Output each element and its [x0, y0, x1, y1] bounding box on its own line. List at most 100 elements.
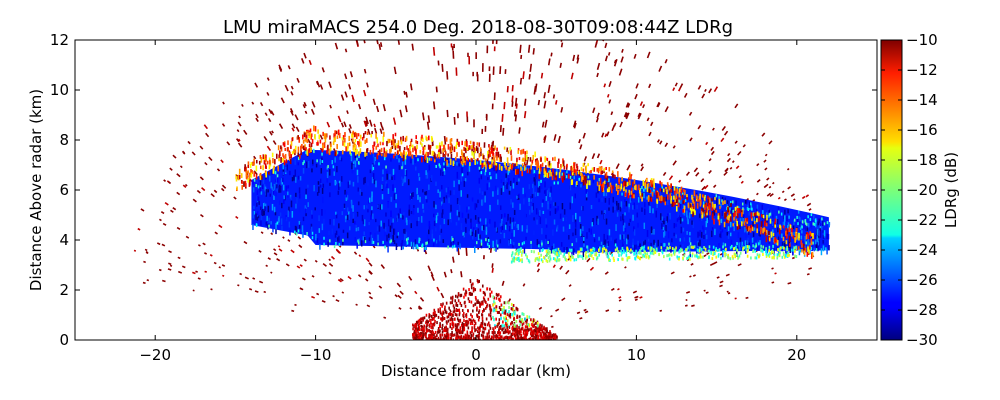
cloud-texture	[620, 201, 623, 209]
clutter-speckle	[470, 292, 472, 296]
fringe-speckle	[692, 205, 695, 209]
fringe-speckle	[304, 138, 307, 142]
cloud-texture	[556, 247, 558, 252]
fringe-speckle	[329, 145, 332, 152]
cloud-texture	[275, 177, 278, 182]
noise-dash	[729, 166, 733, 170]
clutter-speckle	[508, 310, 510, 314]
fringe-speckle	[695, 195, 698, 199]
fringe-speckle	[507, 162, 509, 166]
noise-dash	[366, 304, 371, 308]
noise-dash	[330, 255, 335, 260]
fringe-speckle	[250, 172, 253, 178]
cloud-texture	[436, 240, 438, 244]
fringe-speckle	[736, 225, 739, 230]
fringe-speckle	[404, 154, 407, 160]
base-speckle	[540, 253, 542, 257]
cloud-texture	[799, 221, 801, 227]
base-speckle	[549, 250, 552, 254]
cloud-texture	[545, 224, 548, 228]
noise-dash	[568, 284, 572, 288]
cloud-texture	[516, 181, 518, 186]
fringe-speckle	[478, 153, 481, 158]
clutter-speckle	[539, 333, 541, 337]
clutter-speckle	[504, 330, 507, 334]
noise-dash	[672, 145, 676, 149]
clutter-speckle	[466, 332, 469, 336]
fringe-speckle	[649, 196, 652, 201]
clutter-speckle	[460, 304, 463, 308]
clutter-speckle	[548, 336, 550, 340]
base-speckle	[557, 258, 559, 262]
cloud-texture	[368, 237, 371, 242]
fringe-speckle	[363, 133, 365, 139]
clutter-speckle	[522, 329, 525, 333]
cloud-edge-speckle	[815, 248, 818, 252]
cloud-texture	[422, 189, 424, 193]
noise-dash	[181, 150, 186, 154]
cloud-texture	[375, 218, 377, 223]
clutter-speckle	[461, 337, 464, 340]
cloud-edge-speckle	[593, 247, 596, 251]
noise-dash	[233, 196, 237, 200]
cloud-texture	[401, 161, 404, 168]
cloud-texture	[500, 225, 502, 233]
fringe-speckle	[258, 160, 261, 165]
noise-dash	[547, 58, 551, 66]
cloud-edge-speckle	[538, 244, 540, 248]
clutter-speckle	[431, 324, 433, 328]
cloud-edge-speckle	[729, 207, 731, 211]
fringe-speckle	[734, 211, 737, 217]
cloud-texture	[311, 168, 313, 173]
cloud-texture	[748, 211, 750, 216]
fringe-speckle	[547, 161, 550, 167]
noise-dash	[491, 267, 494, 273]
cloud-texture	[291, 211, 294, 218]
noise-dash	[635, 83, 639, 89]
noise-dash	[340, 94, 345, 101]
fringe-speckle	[250, 162, 253, 166]
fringe-speckle	[414, 146, 416, 151]
cloud-texture	[461, 212, 464, 218]
cloud-edge-speckle	[297, 229, 300, 233]
base-speckle	[729, 246, 732, 250]
cloud-texture	[575, 238, 578, 243]
noise-dash	[373, 123, 376, 128]
clutter-speckle	[441, 312, 443, 316]
cloud-texture	[288, 221, 291, 228]
base-speckle	[795, 255, 798, 259]
noise-dash	[280, 97, 285, 104]
cloud-texture	[458, 211, 460, 218]
clutter-speckle	[471, 292, 473, 296]
cloud-texture	[536, 219, 538, 225]
clutter-speckle	[418, 325, 421, 329]
cloud-texture	[694, 200, 697, 207]
cloud-texture	[402, 178, 405, 184]
fringe-speckle	[687, 202, 690, 209]
base-speckle	[668, 257, 671, 261]
noise-dash	[358, 254, 362, 258]
fringe-speckle	[590, 169, 592, 174]
cloud-texture	[661, 223, 663, 230]
cloud-texture	[707, 215, 709, 220]
cloud-texture	[803, 241, 806, 246]
noise-dash	[689, 275, 692, 278]
cloud-texture	[706, 217, 708, 224]
fringe-speckle	[629, 173, 631, 180]
noise-dash	[267, 257, 271, 261]
fringe-speckle	[525, 154, 528, 161]
fringe-speckle	[789, 224, 792, 229]
fringe-speckle	[779, 224, 781, 228]
fringe-speckle	[300, 150, 302, 156]
base-speckle	[612, 256, 615, 260]
noise-dash	[376, 40, 379, 45]
cloud-texture	[585, 191, 588, 198]
fringe-speckle	[551, 174, 554, 181]
clutter-speckle	[520, 336, 522, 340]
cloud-edge-speckle	[418, 240, 420, 244]
cloud-texture	[772, 214, 774, 218]
noise-dash	[285, 263, 290, 267]
cloud-texture	[493, 243, 496, 248]
fringe-speckle	[473, 147, 475, 151]
cloud-texture	[342, 240, 344, 246]
